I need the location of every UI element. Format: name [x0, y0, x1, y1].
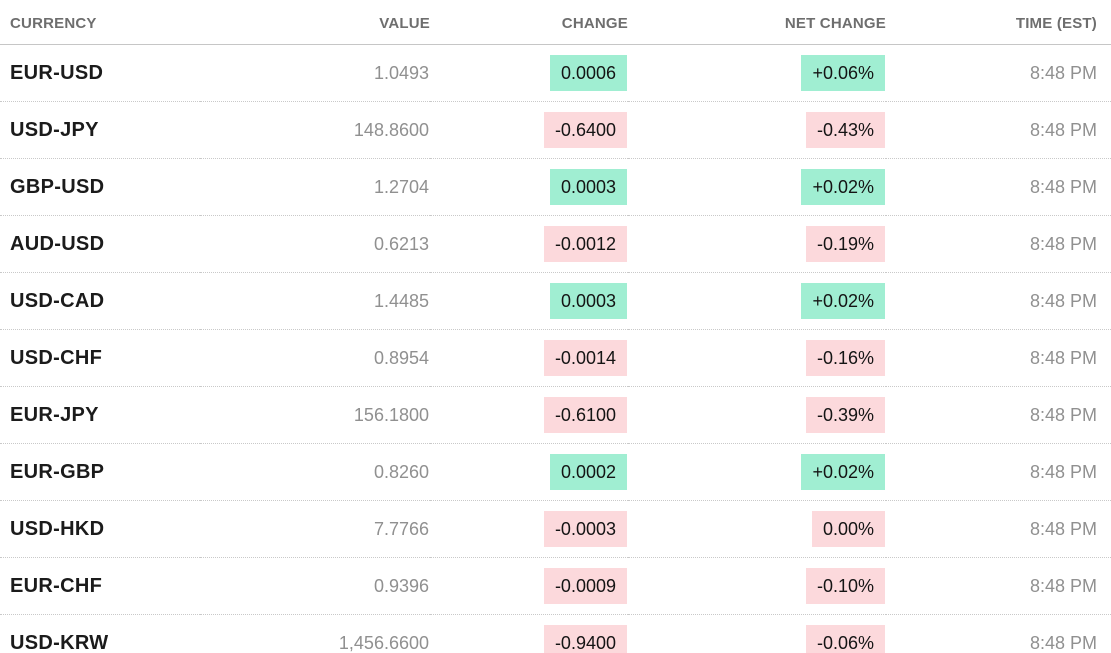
change-cell: 0.0006 [430, 45, 628, 102]
table-row: USD-HKD 7.7766 -0.0003 0.00% 8:48 PM [0, 501, 1111, 558]
net-change-cell: -0.06% [628, 615, 886, 653]
time-cell: 8:48 PM [886, 501, 1111, 558]
column-header-currency: CURRENCY [0, 0, 200, 45]
time-cell: 8:48 PM [886, 216, 1111, 273]
change-badge: -0.0003 [543, 511, 627, 547]
net-change-cell: -0.39% [628, 387, 886, 444]
currency-pair-link[interactable]: USD-KRW [0, 615, 200, 653]
currency-pair-link[interactable]: USD-CAD [0, 273, 200, 330]
change-cell: -0.0012 [430, 216, 628, 273]
net-change-cell: +0.02% [628, 273, 886, 330]
column-header-time: TIME (EST) [886, 0, 1111, 45]
change-cell: 0.0002 [430, 444, 628, 501]
currency-pair-link[interactable]: EUR-JPY [0, 387, 200, 444]
currency-pair-link[interactable]: AUD-USD [0, 216, 200, 273]
value-cell: 0.8954 [200, 330, 430, 387]
time-cell: 8:48 PM [886, 615, 1111, 653]
table-row: GBP-USD 1.2704 0.0003 +0.02% 8:48 PM [0, 159, 1111, 216]
currency-pair-link[interactable]: USD-HKD [0, 501, 200, 558]
table-row: EUR-GBP 0.8260 0.0002 +0.02% 8:48 PM [0, 444, 1111, 501]
change-badge: 0.0003 [549, 283, 627, 319]
net-change-badge: -0.39% [805, 397, 885, 433]
header-row: CURRENCY VALUE CHANGE NET CHANGE TIME (E… [0, 0, 1111, 45]
net-change-cell: -0.10% [628, 558, 886, 615]
value-cell: 148.8600 [200, 102, 430, 159]
change-cell: -0.0009 [430, 558, 628, 615]
change-cell: 0.0003 [430, 159, 628, 216]
value-cell: 7.7766 [200, 501, 430, 558]
change-badge: -0.0009 [543, 568, 627, 604]
time-cell: 8:48 PM [886, 330, 1111, 387]
change-cell: -0.6400 [430, 102, 628, 159]
currency-pair-link[interactable]: EUR-GBP [0, 444, 200, 501]
value-cell: 0.8260 [200, 444, 430, 501]
net-change-badge: -0.06% [805, 625, 885, 653]
table-row: USD-JPY 148.8600 -0.6400 -0.43% 8:48 PM [0, 102, 1111, 159]
change-badge: -0.6400 [543, 112, 627, 148]
column-header-net-change: NET CHANGE [628, 0, 886, 45]
currency-pair-link[interactable]: USD-CHF [0, 330, 200, 387]
net-change-badge: -0.19% [805, 226, 885, 262]
change-badge: -0.6100 [543, 397, 627, 433]
net-change-cell: 0.00% [628, 501, 886, 558]
value-cell: 0.6213 [200, 216, 430, 273]
table-row: EUR-CHF 0.9396 -0.0009 -0.10% 8:48 PM [0, 558, 1111, 615]
net-change-cell: +0.06% [628, 45, 886, 102]
time-cell: 8:48 PM [886, 558, 1111, 615]
table-row: USD-KRW 1,456.6600 -0.9400 -0.06% 8:48 P… [0, 615, 1111, 653]
table-row: USD-CHF 0.8954 -0.0014 -0.16% 8:48 PM [0, 330, 1111, 387]
value-cell: 156.1800 [200, 387, 430, 444]
change-cell: 0.0003 [430, 273, 628, 330]
net-change-badge: +0.06% [801, 55, 885, 91]
table-row: AUD-USD 0.6213 -0.0012 -0.19% 8:48 PM [0, 216, 1111, 273]
time-cell: 8:48 PM [886, 387, 1111, 444]
table-row: EUR-JPY 156.1800 -0.6100 -0.39% 8:48 PM [0, 387, 1111, 444]
currency-pair-link[interactable]: GBP-USD [0, 159, 200, 216]
value-cell: 1.0493 [200, 45, 430, 102]
net-change-cell: +0.02% [628, 159, 886, 216]
net-change-badge: +0.02% [801, 169, 885, 205]
net-change-cell: -0.19% [628, 216, 886, 273]
time-cell: 8:48 PM [886, 102, 1111, 159]
net-change-badge: 0.00% [811, 511, 885, 547]
change-badge: -0.9400 [543, 625, 627, 653]
currency-pair-link[interactable]: USD-JPY [0, 102, 200, 159]
change-badge: -0.0012 [543, 226, 627, 262]
net-change-cell: -0.43% [628, 102, 886, 159]
time-cell: 8:48 PM [886, 159, 1111, 216]
currency-pair-link[interactable]: EUR-CHF [0, 558, 200, 615]
column-header-change: CHANGE [430, 0, 628, 45]
change-badge: -0.0014 [543, 340, 627, 376]
change-cell: -0.0003 [430, 501, 628, 558]
time-cell: 8:48 PM [886, 273, 1111, 330]
net-change-badge: +0.02% [801, 283, 885, 319]
value-cell: 1,456.6600 [200, 615, 430, 653]
value-cell: 1.4485 [200, 273, 430, 330]
time-cell: 8:48 PM [886, 444, 1111, 501]
column-header-value: VALUE [200, 0, 430, 45]
net-change-badge: +0.02% [801, 454, 885, 490]
net-change-badge: -0.43% [805, 112, 885, 148]
change-cell: -0.9400 [430, 615, 628, 653]
time-cell: 8:48 PM [886, 45, 1111, 102]
net-change-badge: -0.10% [805, 568, 885, 604]
change-cell: -0.0014 [430, 330, 628, 387]
value-cell: 1.2704 [200, 159, 430, 216]
change-cell: -0.6100 [430, 387, 628, 444]
value-cell: 0.9396 [200, 558, 430, 615]
change-badge: 0.0002 [549, 454, 627, 490]
currency-pair-link[interactable]: EUR-USD [0, 45, 200, 102]
table-row: EUR-USD 1.0493 0.0006 +0.06% 8:48 PM [0, 45, 1111, 102]
change-badge: 0.0006 [549, 55, 627, 91]
change-badge: 0.0003 [549, 169, 627, 205]
table-row: USD-CAD 1.4485 0.0003 +0.02% 8:48 PM [0, 273, 1111, 330]
net-change-cell: -0.16% [628, 330, 886, 387]
net-change-cell: +0.02% [628, 444, 886, 501]
net-change-badge: -0.16% [805, 340, 885, 376]
